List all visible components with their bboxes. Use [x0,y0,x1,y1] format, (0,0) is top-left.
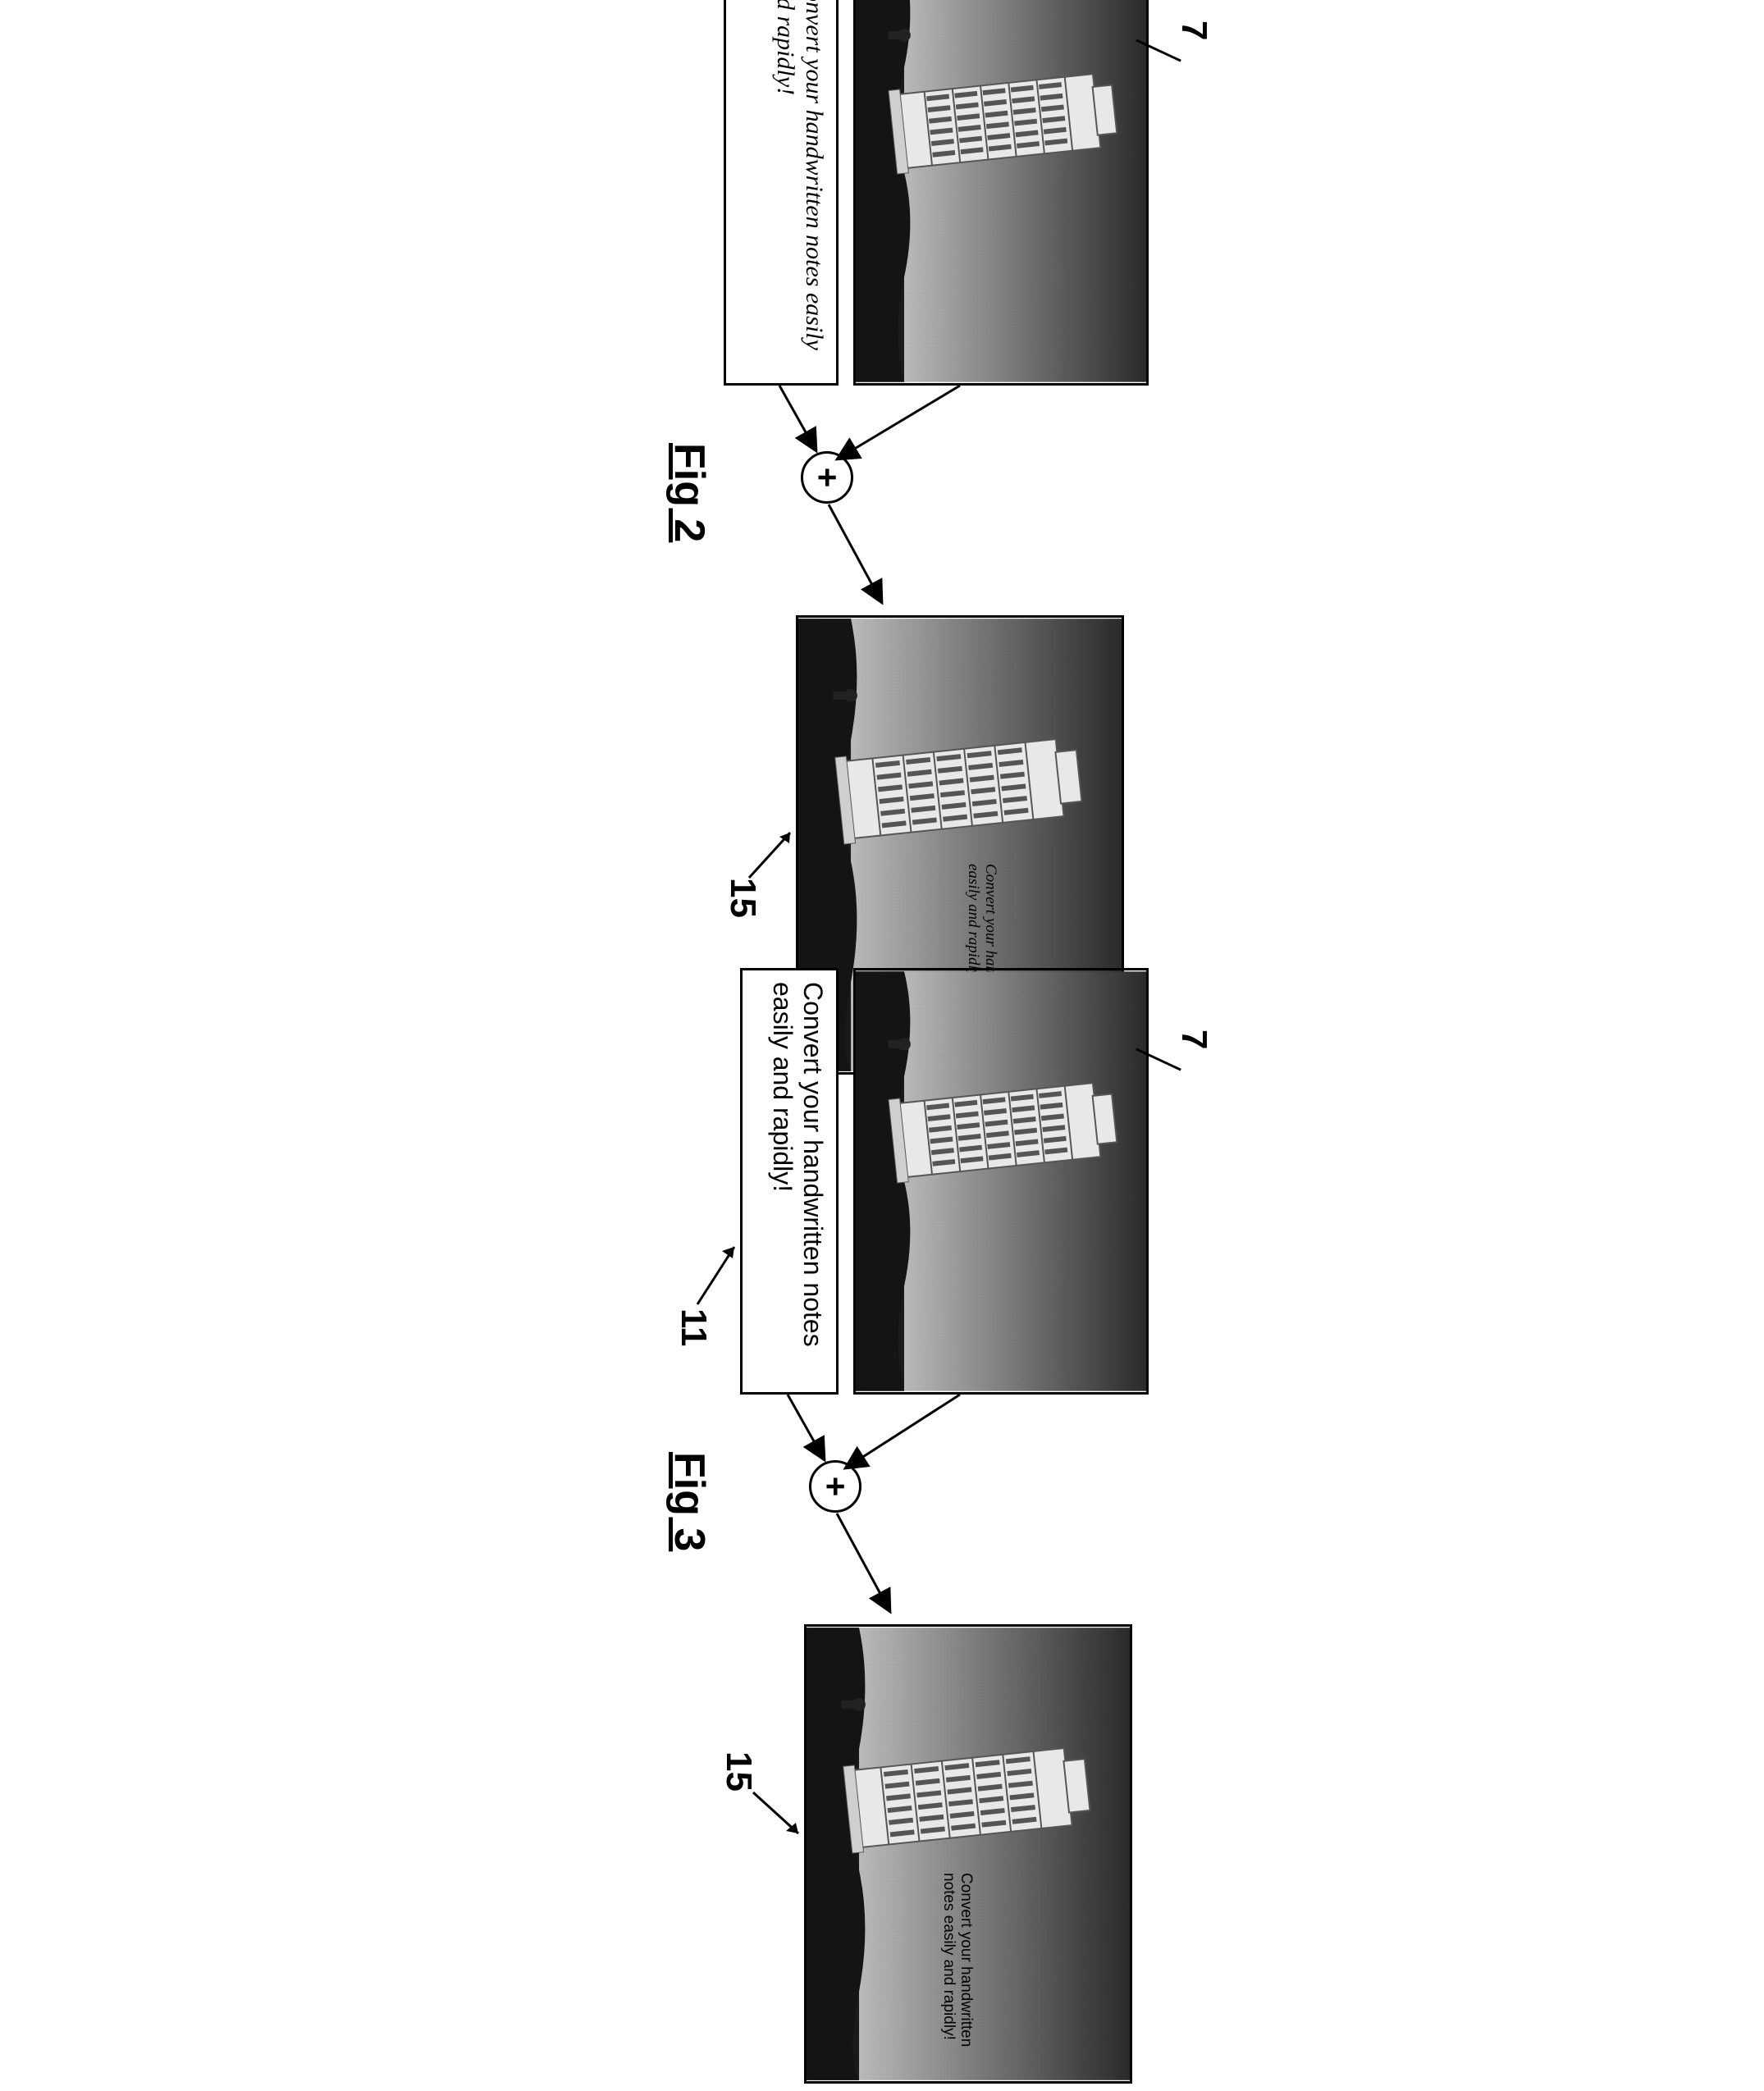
fig2-inputs: Convert your handwritten notes easily an… [724,0,1149,386]
fig3-inputs: Convert your handwritten notes easily an… [740,968,1149,1395]
fig2-arrow-plus-to-result [812,504,886,611]
fig2-label: Fig 2 [665,443,714,542]
figure-3: Convert your handwritten notes easily an… [656,968,1149,2084]
fig2-arrow-caption-to-plus [771,386,820,468]
fig3-ref-7: 7 [1173,1030,1214,1049]
fig2-source-image [853,0,1149,386]
fig3-overlay-text: Convert your handwritten notes easily an… [939,1873,974,2078]
fig3-leader-11 [689,1239,738,1313]
fig3-leader-15 [745,1788,802,1854]
fig2-ref-15: 15 [722,878,763,918]
fig3-arrow-image-to-plus [829,1395,960,1485]
fig3-result-image: Convert your handwritten notes easily an… [804,1624,1132,2084]
fig3-ref-11: 11 [673,1308,714,1347]
fig2-arrow-image-to-plus [820,386,960,476]
fig3-arrow-plus-to-result [820,1513,894,1620]
fig3-ref-15: 15 [718,1751,759,1792]
fig2-caption-text: Convert your handwritten notes easily an… [773,0,829,350]
fig3-source-image [853,968,1149,1395]
fig3-caption-text: Convert your handwritten notes easily an… [768,982,828,1347]
fig3-arrow-caption-to-plus [779,1395,829,1477]
fig2-ref-7: 7 [1173,21,1214,40]
fig3-caption-box: Convert your handwritten notes easily an… [740,968,839,1395]
fig2-caption-box: Convert your handwritten notes easily an… [724,0,839,386]
fig3-label: Fig 3 [665,1452,714,1551]
figure-2: Convert your handwritten notes easily an… [656,0,1149,1075]
